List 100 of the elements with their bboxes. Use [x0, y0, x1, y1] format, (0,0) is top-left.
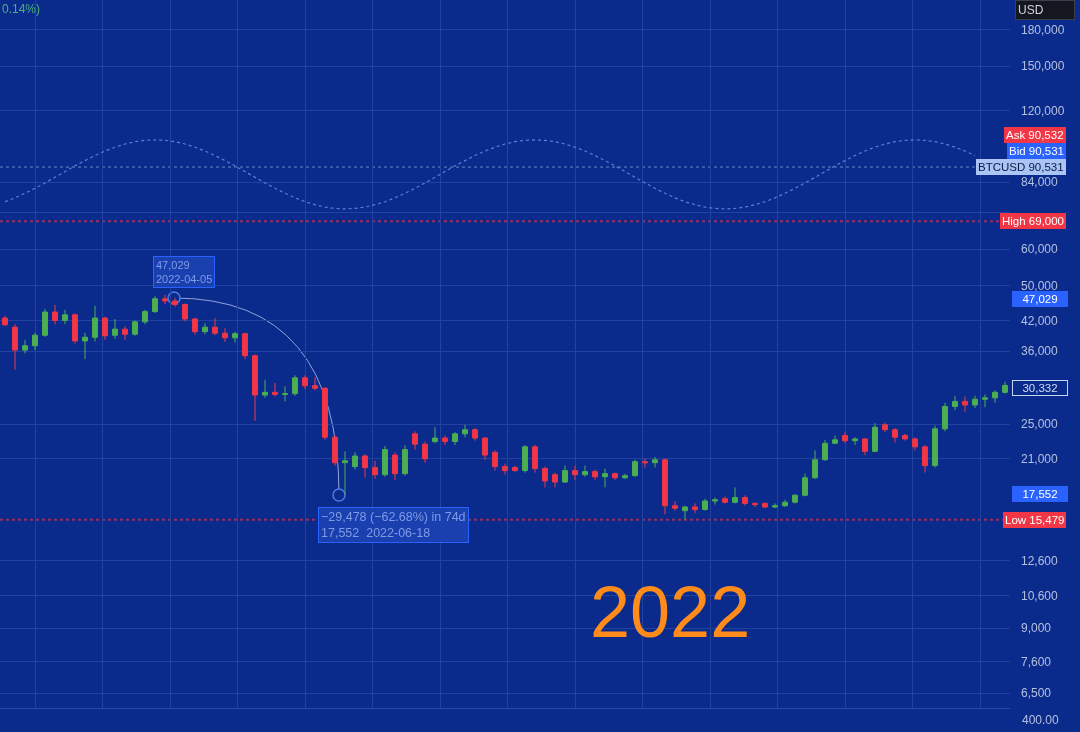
y-tick-label: 60,000 [1021, 242, 1059, 257]
candlestick [52, 304, 58, 325]
candlestick [22, 339, 28, 354]
candlestick [652, 456, 658, 469]
candlestick [242, 332, 248, 360]
candlestick [782, 499, 788, 508]
candlestick [272, 382, 278, 397]
candlestick [472, 427, 478, 442]
candlestick [442, 435, 448, 446]
candlestick [42, 308, 48, 338]
candlestick [722, 495, 728, 504]
ref-line-label: BTCUSD 90,531 [978, 161, 1064, 173]
candlestick [962, 395, 968, 413]
candlestick [892, 427, 898, 443]
candlestick [562, 465, 568, 484]
candlestick [742, 494, 748, 507]
text: 400.00 [1022, 713, 1060, 727]
y-tick-label: 84,000 [1021, 175, 1059, 190]
y-tick-label: 6,500 [1021, 686, 1052, 701]
candlestick [152, 295, 158, 314]
candlestick [352, 451, 358, 471]
candlestick [852, 436, 858, 446]
candlestick [702, 498, 708, 512]
candlestick [422, 441, 428, 464]
candlestick [802, 473, 808, 497]
candlestick [2, 315, 8, 327]
candlestick [992, 389, 998, 404]
ref-line-label: Low 15,479 [1005, 514, 1065, 526]
candlestick [492, 449, 498, 472]
candlestick [812, 449, 818, 480]
candlestick [312, 376, 318, 391]
candlestick [342, 450, 348, 496]
y-tick-label: 50,000 [1021, 278, 1059, 293]
candlestick [432, 426, 438, 444]
y-tick-label: 12,600 [1021, 554, 1059, 569]
candlestick [192, 317, 198, 336]
y-tick-label: 150,000 [1021, 59, 1065, 74]
y-tick-label: 21,000 [1021, 452, 1059, 467]
candlestick [582, 465, 588, 478]
y-tick-label: 36,000 [1021, 344, 1059, 359]
candlestick [912, 436, 918, 451]
candlestick [282, 385, 288, 402]
candlestick [982, 393, 988, 408]
candlestick [602, 468, 608, 488]
candlestick [102, 316, 108, 341]
y-tick-label: 25,000 [1021, 417, 1059, 432]
y-tick-label: 7,600 [1021, 654, 1052, 669]
candlestick [462, 424, 468, 438]
y-tick-label: 180,000 [1021, 23, 1065, 38]
candlestick [402, 444, 408, 477]
candlestick [752, 501, 758, 508]
candlestick [712, 497, 718, 506]
text: 17,552 [1022, 488, 1058, 500]
candlestick [572, 465, 578, 481]
candlestick [32, 332, 38, 351]
candlestick [662, 458, 668, 515]
candlestick [452, 431, 458, 446]
candlestick [792, 493, 798, 504]
candlestick [862, 437, 868, 456]
candlestick [252, 354, 258, 422]
annotation: 47,029 [156, 259, 190, 271]
y-tick-label: 42,000 [1021, 313, 1059, 328]
candlestick [822, 439, 828, 462]
candlestick [122, 325, 128, 341]
text: 2022-04-05 [156, 273, 213, 286]
candlestick [972, 395, 978, 409]
candlestick [392, 451, 398, 481]
candlestick [772, 502, 778, 509]
annotation: Ask 90,532 [1006, 129, 1064, 141]
candlestick [512, 465, 518, 473]
candlestick [92, 305, 98, 342]
candlestick [592, 469, 598, 481]
y-tick-label: 120,000 [1021, 103, 1065, 118]
candlestick [502, 463, 508, 476]
candlestick [72, 312, 78, 345]
candlestick [262, 379, 268, 399]
candlestick [942, 402, 948, 432]
candlestick [372, 460, 378, 480]
candlestick [952, 395, 958, 411]
candlestick [622, 473, 628, 480]
annotation: Bid 90,531 [1009, 145, 1064, 157]
candlestick [482, 436, 488, 461]
y-tick-label: 10,600 [1021, 588, 1059, 603]
candlestick [762, 501, 768, 509]
ref-line-label: High 69,000 [1002, 215, 1065, 227]
candlestick [732, 486, 738, 504]
candlestick [682, 505, 688, 521]
candlestick [922, 444, 928, 474]
candlestick [202, 322, 208, 335]
candlestick [62, 309, 68, 325]
candlestick [382, 445, 388, 478]
line-series [4, 139, 976, 210]
candlestick [902, 433, 908, 442]
candlestick [222, 327, 228, 343]
candlestick [882, 421, 888, 433]
candlestick [612, 472, 618, 481]
candlestick [232, 331, 238, 344]
candlestick [932, 425, 938, 469]
candlestick [162, 294, 168, 305]
text: 47,029 [1022, 293, 1058, 305]
